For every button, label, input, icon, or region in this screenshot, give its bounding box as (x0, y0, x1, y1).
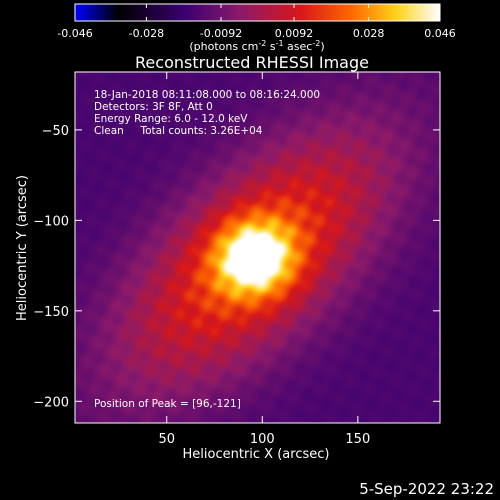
colorbar-ticks: -0.046 -0.028 -0.0092 0.0092 0.028 0.046 (57, 4, 456, 40)
y-tick-label: −200 (33, 395, 69, 410)
x-tick-label: 100 (250, 432, 275, 447)
annotation-clean-counts: Clean Total counts: 3.26E+04 (94, 125, 263, 137)
colorbar-tick-label: -0.0092 (200, 27, 242, 40)
colorbar-gradient (74, 3, 441, 22)
x-tick-label: 150 (345, 432, 370, 447)
y-tick-label: −150 (33, 305, 69, 320)
y-axis-label: Heliocentric Y (arcsec) (15, 175, 30, 321)
colorbar-tick-label: 0.0092 (275, 27, 314, 40)
colorbar-unit-label: (photons cm-2 s-1 asec-2) (189, 39, 324, 54)
footer-date: 5-Sep-2022 23:22 (359, 480, 494, 498)
annotation-energy-range: Energy Range: 6.0 - 12.0 keV (94, 113, 248, 125)
heatmap-raster (75, 72, 440, 423)
heatmap-image (75, 72, 440, 423)
plot-frame (74, 71, 441, 424)
colorbar-tick-label: -0.046 (57, 27, 92, 40)
colorbar-tick-label: 0.046 (424, 27, 456, 40)
annotation-time-range: 18-Jan-2018 08:11:08.000 to 08:16:24.000 (94, 89, 320, 101)
x-axis-label: Heliocentric X (arcsec) (183, 447, 330, 462)
annotations: 18-Jan-2018 08:11:08.000 to 08:16:24.000… (94, 89, 320, 410)
x-tick-label: 50 (158, 432, 175, 447)
y-tick-label: −50 (42, 124, 69, 139)
peak-position-label: Position of Peak = [96,-121] (94, 398, 241, 410)
annotation-detectors: Detectors: 3F 8F, Att 0 (94, 101, 213, 113)
colorbar-tick-label: 0.028 (353, 27, 385, 40)
chart-title: Reconstructed RHESSI Image (135, 53, 369, 72)
colorbar: -0.046 -0.028 -0.0092 0.0092 0.028 0.046 (pho… (57, 3, 456, 54)
colorbar-tick-label: -0.028 (129, 27, 164, 40)
y-tick-label: −100 (33, 214, 69, 229)
axis-ticks: 50 100 150 −50 −100 −150 −200 (33, 72, 440, 447)
